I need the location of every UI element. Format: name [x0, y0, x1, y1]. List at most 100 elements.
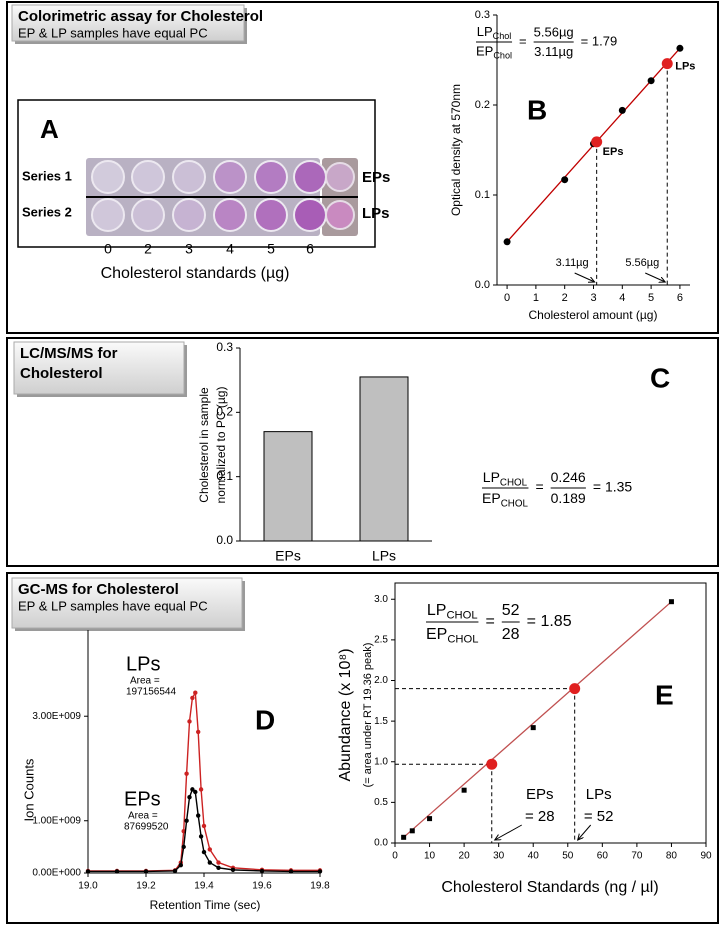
x-tick-label: 5	[648, 292, 654, 304]
point	[184, 771, 189, 776]
bar	[263, 431, 313, 542]
point	[427, 816, 433, 822]
x-tick-label: EPs	[275, 548, 301, 564]
well	[91, 160, 125, 194]
x-axis-label: Cholesterol amount (µg)	[529, 308, 658, 322]
panel-letter: B	[527, 94, 547, 125]
x-tick-label: 80	[666, 851, 678, 862]
point	[618, 106, 626, 114]
point	[401, 834, 407, 840]
point	[190, 695, 195, 701]
x-tick-label: 19.6	[252, 881, 272, 892]
equation-term: LPCHOL	[483, 469, 528, 488]
bar	[359, 376, 409, 542]
equation-text: EP	[426, 626, 447, 643]
y-tick-label: 1.5	[374, 716, 388, 727]
sample-label: EPs	[362, 169, 390, 186]
arrow	[574, 272, 595, 282]
point	[503, 238, 511, 246]
point	[647, 77, 655, 85]
point	[114, 869, 120, 874]
series-name: LPs	[126, 653, 160, 675]
column-label: 6	[306, 241, 314, 257]
equation-term: EPChol	[476, 44, 512, 61]
equation-text: = 1.85	[527, 613, 572, 630]
y-axis-label: (= area under RT 19.36 peak)	[362, 643, 374, 788]
x-tick-label: 19.4	[194, 881, 214, 892]
y-tick-label: 1.00E+009	[32, 815, 81, 826]
column-label: 4	[226, 241, 234, 257]
equation-text: = 1.35	[593, 479, 633, 495]
point	[187, 795, 192, 800]
area-label: 197156544	[126, 687, 176, 698]
equation-text: =	[485, 613, 494, 630]
y-tick-label: 0.1	[475, 189, 490, 201]
header-box	[11, 577, 243, 629]
point	[187, 719, 192, 724]
foot-label: 3.11µg	[556, 257, 589, 269]
y-axis-label: Ion Counts	[21, 758, 36, 821]
equation-term: LPCHOL	[427, 602, 478, 622]
y-tick-label: 2.0	[374, 675, 388, 686]
equation-text: 0.246	[551, 469, 586, 485]
plate-caption: Cholesterol standards (µg)	[101, 265, 290, 282]
point	[193, 789, 198, 795]
trend-line	[403, 601, 672, 838]
x-tick-label: 19.2	[136, 881, 156, 892]
x-tick-label: 60	[597, 851, 609, 862]
well	[213, 160, 247, 194]
equation-text: EP	[482, 490, 501, 506]
point	[288, 869, 294, 874]
point	[661, 58, 673, 70]
panel-letter: D	[255, 704, 275, 735]
point	[198, 834, 204, 839]
area-label: Area =	[130, 676, 160, 687]
point	[207, 860, 212, 865]
well	[293, 160, 327, 194]
point	[143, 869, 149, 874]
row-label: Series 2	[22, 204, 72, 219]
y-tick-label: 0.3	[475, 9, 490, 21]
header-title: Cholesterol	[20, 365, 103, 382]
point	[85, 869, 91, 874]
header-title: LC/MS/MS for	[20, 345, 118, 362]
y-axis-label: Abundance (x 10⁸)	[337, 648, 354, 781]
point-label: LPs	[675, 61, 695, 73]
equation-text: 5.56µg	[534, 24, 574, 39]
panel-border	[6, 337, 719, 567]
area-label: 87699520	[124, 822, 169, 833]
x-tick-label: 20	[459, 851, 471, 862]
y-tick-label: 1.0	[374, 756, 388, 767]
arrow	[578, 824, 592, 840]
x-tick-label: 6	[677, 292, 683, 304]
equation-term: EPCHOL	[482, 490, 528, 509]
x-tick-label: LPs	[372, 548, 396, 564]
panel-border	[6, 1, 719, 334]
point	[461, 787, 467, 793]
point	[184, 818, 189, 823]
point	[196, 729, 201, 735]
y-axis-label: normalized to PC (µg)	[214, 387, 228, 504]
point	[201, 849, 207, 855]
column-label: 3	[185, 241, 193, 257]
y-tick-label: 2.5	[374, 635, 388, 646]
series-name: EPs	[124, 788, 161, 810]
point-label: EPs	[603, 146, 624, 158]
point	[172, 868, 178, 874]
header-title: GC-MS for Cholesterol	[18, 581, 179, 598]
x-tick-label: 19.0	[78, 881, 98, 892]
point	[230, 867, 236, 873]
x-axis-label: Cholesterol Standards (ng / µl)	[441, 879, 658, 896]
foot-label: = 28	[525, 808, 555, 825]
column-label: 2	[144, 241, 152, 257]
x-tick-label: 4	[619, 292, 625, 304]
x-tick-label: 0	[504, 292, 510, 304]
point	[317, 869, 323, 874]
header-subtitle: EP & LP samples have equal PC	[18, 25, 208, 40]
equation-subscript: CHOL	[501, 498, 529, 509]
point	[259, 868, 265, 874]
point	[676, 44, 684, 52]
equation-text: 3.11µg	[534, 44, 573, 59]
x-tick-label: 1	[533, 292, 539, 304]
